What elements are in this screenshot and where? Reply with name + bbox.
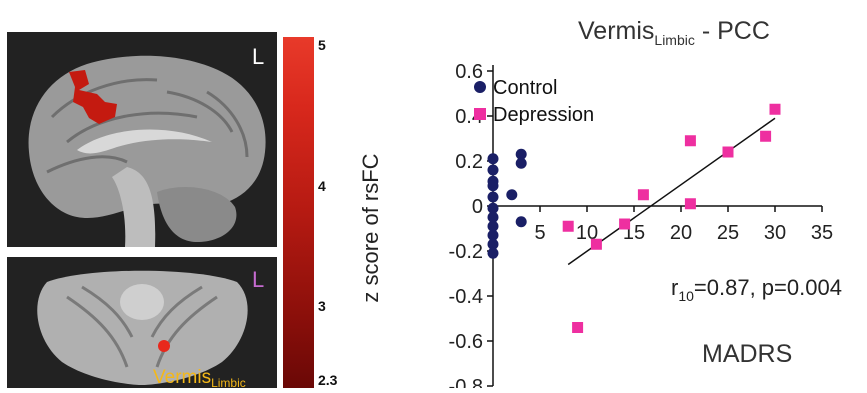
control-point <box>487 153 499 165</box>
regression-line <box>567 117 776 266</box>
axial-brain-image: L VermisLimbic <box>7 257 277 390</box>
y-tick-label: -0.6 <box>449 331 483 353</box>
x-tick-label: 25 <box>717 222 739 244</box>
depression-point <box>722 146 734 158</box>
depression-point <box>684 135 696 147</box>
vermis-activation <box>158 340 170 352</box>
y-tick-label: -0.8 <box>449 376 483 388</box>
depression-point <box>572 322 584 333</box>
brainstem-axial <box>120 284 164 320</box>
sagittal-brain-image: L <box>7 32 277 247</box>
legend-marker-control <box>474 81 486 93</box>
colorbar <box>283 37 314 388</box>
control-point <box>487 191 499 203</box>
colorbar-tick: 3 <box>318 298 326 314</box>
control-point <box>487 180 499 192</box>
control-point <box>487 220 499 232</box>
scatter-chart: VermisLimbic - PCC z score of rsFC MADRS… <box>358 17 842 388</box>
control-point <box>515 216 527 228</box>
depression-point <box>590 238 602 250</box>
corpus-callosum <box>77 129 212 154</box>
x-tick-label: 10 <box>576 222 598 244</box>
y-tick-label: -0.2 <box>449 241 483 263</box>
y-tick-label: -0.4 <box>449 286 483 308</box>
control-point <box>487 247 499 259</box>
cerebellum-axial <box>37 270 248 385</box>
y-tick-label: 0 <box>472 196 483 218</box>
depression-point <box>684 198 696 210</box>
chart-title: VermisLimbic - PCC <box>578 17 770 48</box>
sagittal-brain-svg: L <box>28 44 266 247</box>
x-axis-label: MADRS <box>702 340 792 368</box>
bottom-panel-label: L <box>252 267 264 292</box>
y-axis-label: z score of rsFC <box>358 153 383 302</box>
x-tick-label: 30 <box>764 222 786 244</box>
colorbar-tick: 2.3 <box>318 372 338 388</box>
legend: Control Depression <box>474 77 594 126</box>
control-point <box>487 238 499 250</box>
control-point <box>487 202 499 214</box>
control-point <box>487 164 499 176</box>
axial-brain-svg: L VermisLimbic <box>37 267 264 390</box>
activation-cluster <box>69 70 117 124</box>
colorbar-tick: 4 <box>318 178 326 194</box>
cerebellum-folia <box>66 285 218 368</box>
x-tick-label: 5 <box>534 222 545 244</box>
control-point <box>515 148 527 160</box>
top-panel-label: L <box>252 44 264 69</box>
x-tick-label: 35 <box>811 222 833 244</box>
correlation-annotation: r10=0.87, p=0.004 <box>671 275 842 304</box>
depression-point <box>637 189 649 201</box>
control-point <box>487 211 499 223</box>
x-tick-label: 20 <box>670 222 692 244</box>
depression-point <box>562 220 574 232</box>
depression-point <box>619 218 631 230</box>
control-point <box>515 157 527 169</box>
control-point <box>506 189 518 201</box>
depression-point <box>769 103 781 115</box>
cerebellum-shape <box>157 187 237 242</box>
cortex-gyri <box>46 78 249 174</box>
legend-label-depression: Depression <box>493 104 594 126</box>
y-tick-label: 0.2 <box>455 151 483 173</box>
legend-marker-depression <box>474 108 486 120</box>
vermis-label: VermisLimbic <box>153 367 246 388</box>
y-tick-label: 0.6 <box>455 61 483 83</box>
control-point <box>487 229 499 241</box>
depression-point <box>760 130 772 142</box>
colorbar-tick: 5 <box>318 37 326 53</box>
brainstem-shape <box>112 167 156 247</box>
legend-label-control: Control <box>493 77 557 99</box>
